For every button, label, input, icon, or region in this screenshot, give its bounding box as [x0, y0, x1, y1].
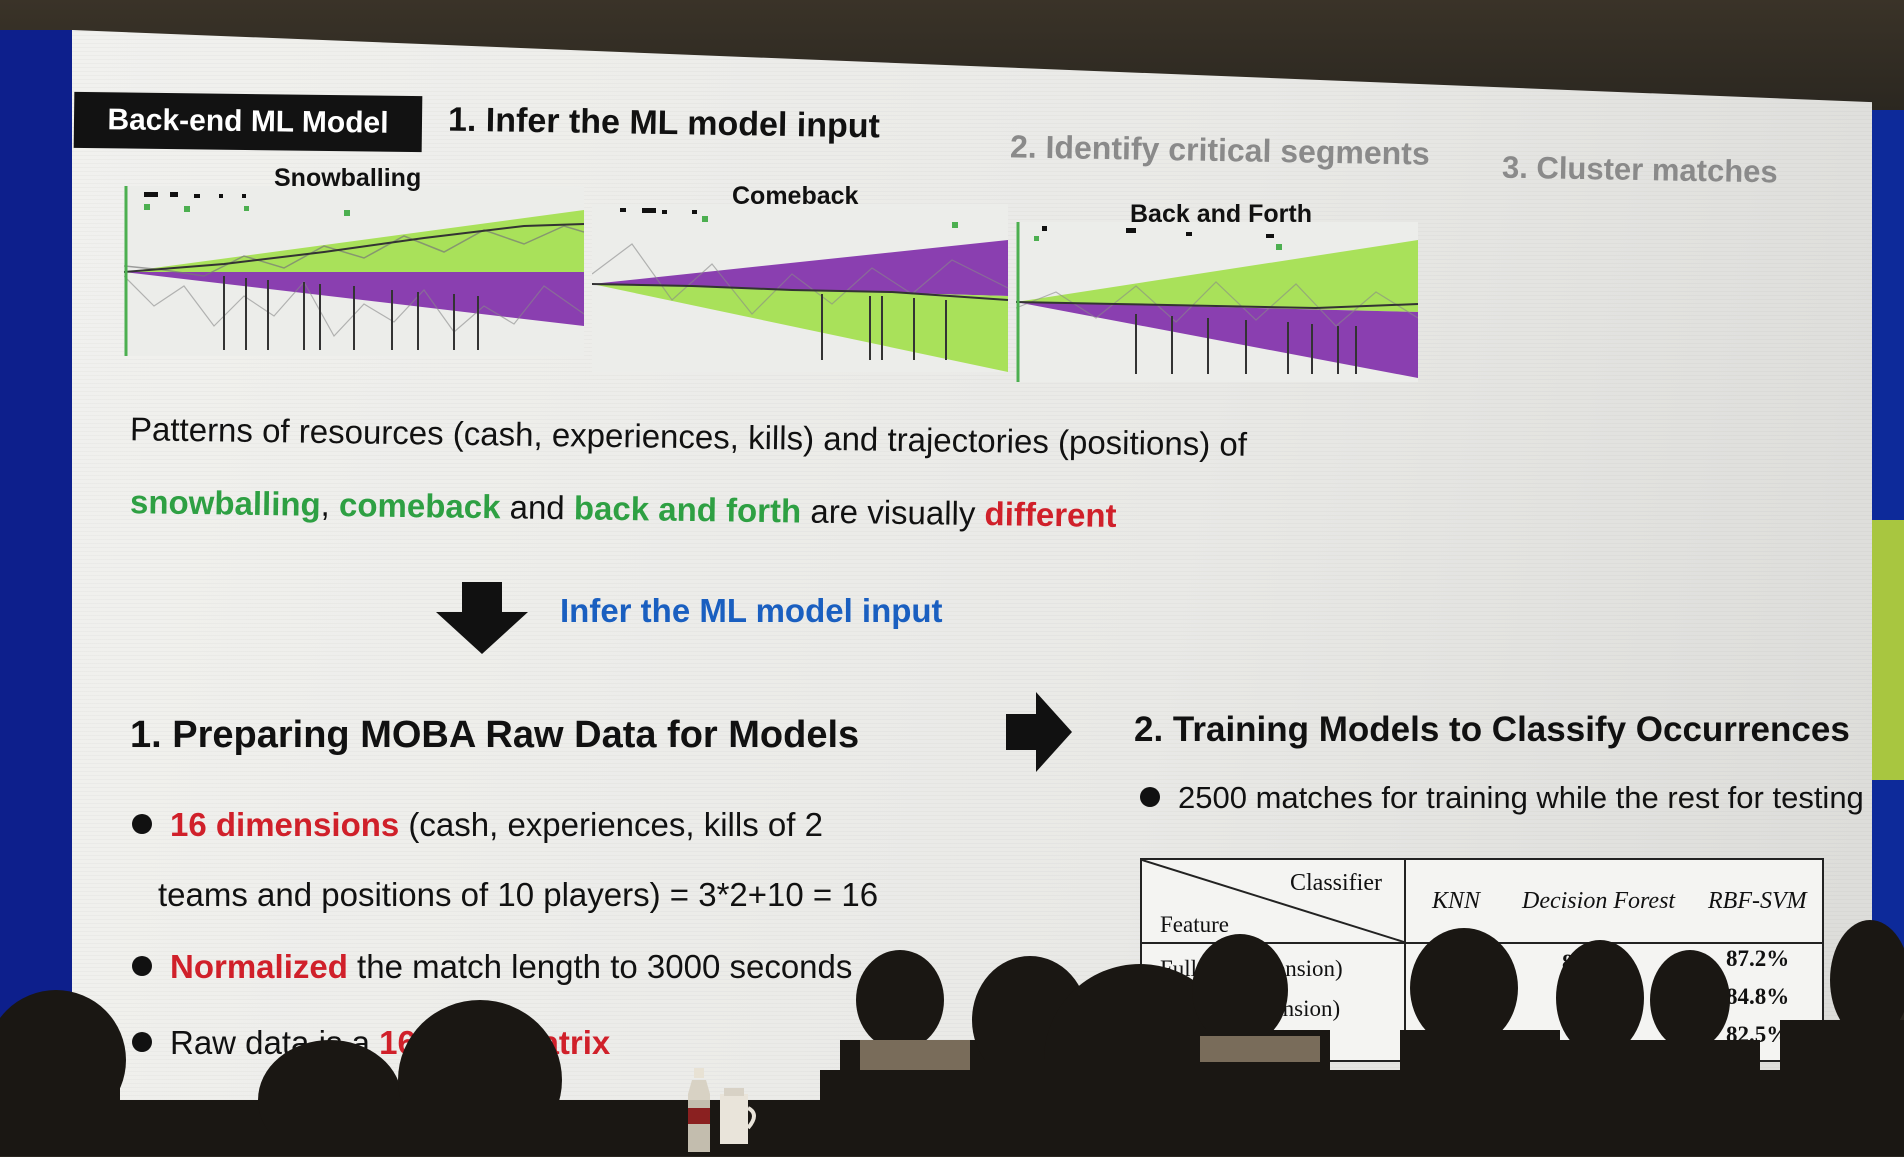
step-3-title: 3. Cluster matches: [1501, 149, 1778, 190]
down-arrow-icon: [436, 582, 528, 659]
bullet-dimensions-continued: teams and positions of 10 players) = 3*2…: [158, 876, 879, 913]
right-section-heading: 2. Training Models to Classify Occurrenc…: [1134, 710, 1850, 749]
table-col-knn: KNN: [1432, 888, 1481, 914]
table-row-feature-1: Full (all dimension): [1160, 956, 1343, 981]
table-cell-r2-svm: 84.8%: [1726, 984, 1790, 1009]
term-snowballing: snowballing: [129, 483, 321, 523]
bullet-training-split-text: 2500 matches for training while the rest…: [1178, 780, 1864, 815]
table-col-decision-forest: Decision Forest: [1522, 888, 1676, 914]
comeback-chart: Comeback: [592, 182, 1008, 372]
table-column-divider: [1404, 860, 1406, 1060]
table-corner-diagonal: [1142, 860, 1404, 942]
coffee-cup: [716, 1088, 760, 1153]
table-cell-r1-df: 85.1%: [1562, 950, 1626, 975]
bullet-dot: [132, 814, 152, 835]
snowballing-label: Snowballing: [274, 164, 422, 192]
bullet-raw-data-text: Raw data is a: [170, 1024, 380, 1061]
infer-model-input-label: Infer the ML model input: [560, 592, 943, 629]
bullet-normalized-text: the match length to 3000 seconds: [347, 948, 853, 985]
table-corner-feature: Feature: [1160, 912, 1229, 937]
text-and: and: [500, 488, 575, 527]
right-arrow-icon: [1006, 692, 1072, 777]
back-and-forth-label: Back and Forth: [1130, 200, 1312, 228]
water-bottle: [686, 1068, 712, 1157]
table-col-rbf-svm: RBF-SVM: [1708, 888, 1807, 914]
section-tag: Back-end ML Model: [73, 91, 423, 153]
text-comma: ,: [320, 485, 340, 524]
table-row-feature-2: Cash (1 dimension): [1160, 996, 1341, 1021]
term-comeback: comeback: [338, 486, 501, 526]
bullet-raw-data-highlight: 16*3000 matrix: [379, 1024, 611, 1061]
back-and-forth-chart: Back and Forth: [1016, 200, 1418, 382]
bullet-dimensions-highlight: 16 dimensions: [170, 806, 400, 843]
classifier-accuracy-table: Classifier Feature KNN Decision Forest R…: [1140, 858, 1824, 1062]
text-are-visually: are visually: [800, 492, 985, 533]
bullet-dot: [132, 1032, 152, 1053]
bullet-normalized: Normalized the match length to 3000 seco…: [132, 948, 852, 986]
table-cell-r3-svm: 82.5%: [1726, 1022, 1790, 1047]
bullet-dot: [132, 956, 152, 977]
table-corner-classifier: Classifier: [1290, 870, 1382, 896]
step-1-title: 1. Infer the ML model input: [447, 100, 881, 146]
term-back-and-forth: back and forth: [573, 489, 802, 530]
left-wall-panel: [0, 30, 75, 1030]
table-cell-r1-svm: 87.2%: [1726, 946, 1790, 971]
bullet-training-split: 2500 matches for training while the rest…: [1140, 780, 1864, 816]
bullet-raw-data: Raw data is a 16*3000 matrix: [132, 1024, 610, 1062]
bullet-dimensions-text: (cash, experiences, kills of 2: [399, 806, 823, 843]
step-2-title: 2. Identify critical segments: [1009, 128, 1430, 172]
left-section-heading: 1. Preparing MOBA Raw Data for Models: [130, 714, 860, 756]
snowballing-chart: Snowballing: [124, 164, 584, 356]
bullet-dimensions: 16 dimensions (cash, experiences, kills …: [132, 806, 823, 844]
comeback-label: Comeback: [732, 182, 859, 210]
bullet-normalized-highlight: Normalized: [170, 948, 348, 985]
term-different: different: [984, 495, 1117, 534]
bullet-dot: [1140, 786, 1160, 807]
